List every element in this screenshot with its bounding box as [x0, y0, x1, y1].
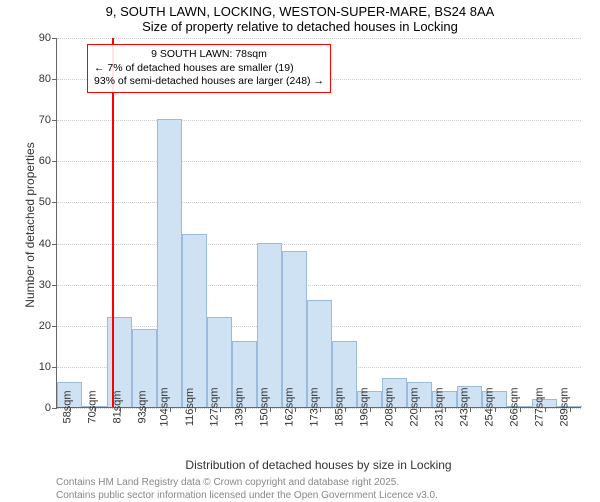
chart-footer: Contains HM Land Registry data © Crown c… — [56, 476, 438, 502]
xtick-label: 139sqm — [225, 387, 245, 426]
gridline — [57, 161, 581, 162]
xtick-label: 220sqm — [400, 387, 420, 426]
chart-title: 9, SOUTH LAWN, LOCKING, WESTON-SUPER-MAR… — [0, 0, 600, 19]
annotation-line: 9 SOUTH LAWN: 78sqm — [94, 48, 324, 62]
xtick-label: 58sqm — [53, 390, 73, 423]
footer-line2: Contains public sector information licen… — [56, 489, 438, 502]
xtick-label: 93sqm — [128, 390, 148, 423]
xtick-label: 289sqm — [550, 387, 570, 426]
annotation-line: ← 7% of detached houses are smaller (19) — [94, 62, 324, 76]
xtick-label: 173sqm — [300, 387, 320, 426]
gridline — [57, 38, 581, 39]
chart-container: 9, SOUTH LAWN, LOCKING, WESTON-SUPER-MAR… — [0, 0, 600, 500]
xtick-label: 150sqm — [250, 387, 270, 426]
histogram-bar — [157, 119, 182, 407]
annotation-box: 9 SOUTH LAWN: 78sqm← 7% of detached hous… — [87, 44, 331, 93]
gridline — [57, 120, 581, 121]
ytick-label: 60 — [39, 155, 57, 167]
xtick-label: 70sqm — [78, 390, 98, 423]
gridline — [57, 202, 581, 203]
gridline — [57, 244, 581, 245]
ytick-label: 30 — [39, 279, 57, 291]
xtick-label: 104sqm — [150, 387, 170, 426]
annotation-line: 93% of semi-detached houses are larger (… — [94, 75, 324, 89]
ytick-label: 50 — [39, 196, 57, 208]
ytick-label: 40 — [39, 238, 57, 250]
ytick-label: 70 — [39, 114, 57, 126]
gridline — [57, 285, 581, 286]
histogram-bar — [282, 251, 307, 407]
ytick-label: 20 — [39, 320, 57, 332]
footer-line1: Contains HM Land Registry data © Crown c… — [56, 476, 438, 489]
xtick-label: 116sqm — [175, 388, 195, 426]
xtick-label: 196sqm — [350, 387, 370, 426]
x-axis-label: Distribution of detached houses by size … — [56, 458, 581, 472]
histogram-bar — [182, 234, 207, 407]
reference-line — [112, 38, 114, 407]
chart-subtitle: Size of property relative to detached ho… — [0, 19, 600, 34]
xtick-label: 243sqm — [450, 387, 470, 426]
xtick-label: 266sqm — [500, 387, 520, 426]
y-axis-label: Number of detached properties — [23, 125, 37, 325]
ytick-label: 90 — [39, 32, 57, 44]
plot-area: 010203040506070809058sqm70sqm81sqm93sqm1… — [56, 38, 581, 408]
xtick-label: 254sqm — [475, 387, 495, 426]
histogram-bar — [257, 243, 282, 407]
xtick-label: 277sqm — [525, 387, 545, 426]
xtick-label: 208sqm — [375, 387, 395, 426]
xtick-label: 162sqm — [275, 387, 295, 426]
xtick-label: 231sqm — [425, 387, 445, 426]
ytick-label: 80 — [39, 73, 57, 85]
xtick-label: 127sqm — [200, 387, 220, 426]
ytick-label: 10 — [39, 361, 57, 373]
xtick-label: 185sqm — [325, 387, 345, 426]
